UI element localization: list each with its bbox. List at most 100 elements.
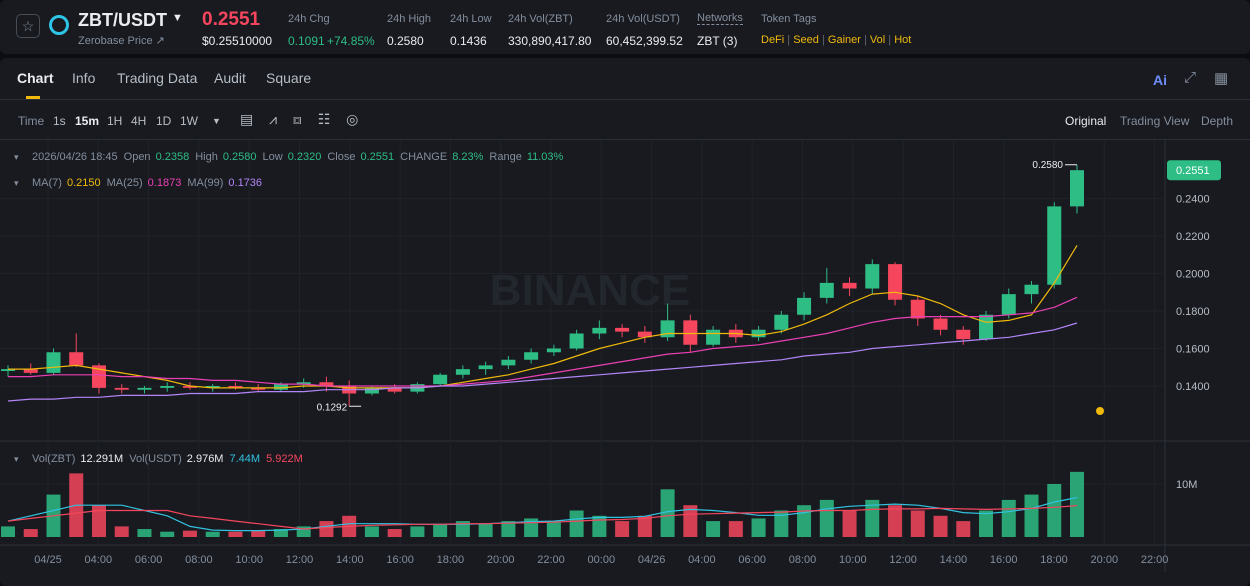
tab[interactable]: Info [72,70,96,86]
tab[interactable]: Chart [17,70,54,86]
x-tick-label: 04:00 [688,554,716,566]
volume-bar [410,526,425,537]
candle-body [1070,170,1084,207]
interval[interactable]: 1D [156,114,172,128]
stat-percent: +74.85% [327,34,375,48]
separator: | [784,34,794,46]
layout-button[interactable]: ▦ [1214,70,1229,87]
candle-body [182,386,197,388]
stat-label: 24h Chg [288,13,330,25]
x-tick-label: 04/25 [34,554,62,566]
tab[interactable]: Square [266,70,312,86]
tab[interactable]: Trading Data [117,70,198,86]
candle-body [501,359,516,366]
separator: | [818,34,828,46]
token-tag[interactable]: Seed [793,34,819,46]
x-tick-label: 18:00 [1040,554,1068,566]
usd-price: $0.25510000 [202,34,273,48]
volume-bar [251,530,266,537]
chart-panel: Ai ⤢ ▦ [0,58,1250,586]
candle-body [797,297,812,315]
x-tick-label: 00:00 [588,554,616,566]
volume-bar [683,505,698,537]
interval[interactable]: 15m [75,114,100,128]
chart-tools[interactable]: ▤ ⩘ ⧈ ☷ ◎ [240,111,359,127]
interval[interactable]: 4H [131,114,147,128]
stat-value: 60,452,399.52 [606,34,683,48]
volume-bar [182,530,197,537]
stat-label[interactable]: Networks [697,12,743,25]
token-tag[interactable]: Hot [894,34,912,46]
legend-item: 0.2358 [156,151,190,163]
volume-bar [1070,471,1084,537]
candle-body [137,387,152,390]
x-tick-label: 12:00 [889,554,917,566]
volume-bar [979,510,994,537]
fullscreen-button[interactable]: ⤢ [1184,69,1197,86]
candle-body [296,382,311,385]
view-option[interactable]: Depth [1201,114,1234,128]
candle-body [69,352,84,366]
stat-label: 24h High [387,13,432,25]
x-tick-label: 06:00 [135,554,163,566]
x-tick-label: 12:00 [286,554,314,566]
candle-body [683,320,698,345]
x-tick-label: 18:00 [437,554,465,566]
candle-body [615,327,630,332]
legend-item: MA(99) [187,177,223,189]
chart: 04/25 04:00 06:00 08:00 10:00 12:00 14:00 16:00… [0,140,1250,572]
volume-bar [433,523,448,537]
candle-body [478,365,493,370]
token-tag[interactable]: Gainer [827,34,861,46]
view-option[interactable]: Trading View [1120,114,1190,128]
volume-bar [91,505,106,537]
volume-bar [501,521,516,537]
candle-body [979,314,994,340]
legend-item: 2026/04/26 18:45 [32,151,118,163]
view-option[interactable]: Original [1065,114,1107,128]
candle-body [251,387,266,390]
candle-body [273,384,288,390]
tab[interactable]: Audit [214,70,246,86]
stat-label: 24h Low [450,13,492,25]
candle-body [956,329,971,340]
token-tag[interactable]: DeFi [761,34,785,46]
interval[interactable]: 1s [53,114,66,128]
watermark: BINANCE [490,266,690,315]
volume-bar [23,529,38,537]
favorite-button[interactable]: ☆ [16,14,40,38]
x-tick-label: 20:00 [1091,554,1119,566]
y-tick-label: 0.1400 [1176,381,1210,393]
volume-bar [228,531,243,537]
candle-body [1024,284,1039,295]
legend-item: Vol(USDT) [129,453,182,465]
volume-bar [637,515,652,537]
volume-bar [1024,494,1039,537]
y-tick-label: 0.2200 [1176,231,1210,243]
legend-toggle: ▾ [14,152,19,162]
x-tick-label: 04/26 [638,554,666,566]
price-tag-bg [1167,160,1221,181]
pair[interactable]: ZBT/USDT [78,10,167,30]
candle-body [751,329,766,338]
interval-dropdown[interactable]: ▼ [212,116,221,126]
legend: MA(7) 0.2150 MA(25) 0.1873 MA(99) 0.1736 [32,177,262,189]
pair-dropdown[interactable]: ▼ [172,12,183,24]
candle-body [524,352,539,360]
legend-item: Vol(ZBT) [32,453,75,465]
volume-bar [569,510,584,537]
interval[interactable]: 1H [107,114,123,128]
token-tags: DeFi | Seed | Gainer | Vol | Hot [761,34,911,46]
legend-item: 5.922M [266,453,303,465]
x-tick-label: 14:00 [940,554,968,566]
volume-bar [1001,499,1016,537]
ai-button[interactable]: Ai [1153,72,1167,88]
y-tick-label: 0.1800 [1176,306,1210,318]
interval[interactable]: 1W [180,114,198,128]
interval[interactable]: Time [18,114,45,128]
x-tick-label: 14:00 [336,554,364,566]
legend-item: 0.2551 [360,151,394,163]
legend: 2026/04/26 18:45 Open 0.2358 High 0.2580 Low 0… [32,151,564,163]
token-tag[interactable]: Vol [869,34,886,46]
subtitle[interactable]: Zerobase Price ↗ [78,35,165,47]
